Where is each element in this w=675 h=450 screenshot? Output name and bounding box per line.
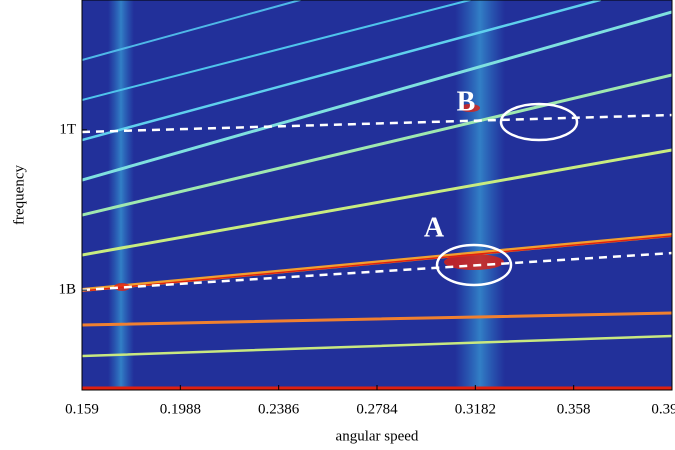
x-tick-label: 0.3978: [651, 401, 675, 417]
highlight-ellipse: [435, 243, 513, 287]
x-tick-label: 0.2386: [258, 401, 300, 417]
annotation: B: [457, 86, 476, 117]
dashed-guide: [82, 251, 672, 292]
dashed-guide: [82, 113, 672, 134]
x-axis-label: angular speed: [336, 428, 419, 444]
resonance-band: [455, 0, 505, 390]
plot-background: [82, 0, 672, 390]
x-tick-label: 0.1988: [160, 401, 201, 417]
x-tick-label: 0.2784: [356, 401, 398, 417]
x-tick-label: 0.3182: [455, 401, 496, 417]
y-tick-label: 1B: [58, 282, 76, 298]
spectrogram: [82, 0, 672, 390]
x-tick-label: 0.358: [557, 401, 591, 417]
y-axis-label: frequency: [11, 165, 27, 225]
highlight-ellipse: [499, 102, 579, 142]
x-tick-label: 0.159: [65, 401, 99, 417]
y-tick-label: 1T: [59, 121, 76, 137]
resonance-band: [108, 0, 134, 390]
annotation: A: [424, 212, 445, 243]
